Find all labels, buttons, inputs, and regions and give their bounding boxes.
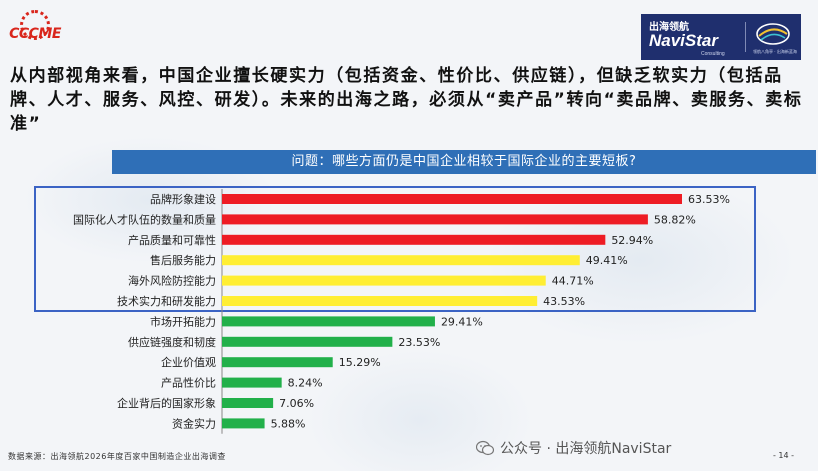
navistar-emblem-icon — [756, 23, 790, 45]
value-label: 7.06% — [279, 397, 314, 410]
category-label: 产品质量和可靠性 — [128, 233, 216, 247]
page-headline: 从内部视角来看，中国企业擅长硬实力（包括资金、性价比、供应链），但缺乏软实力（包… — [10, 66, 803, 134]
value-label: 15.29% — [339, 356, 381, 369]
value-label: 43.53% — [543, 295, 585, 308]
value-label: 8.24% — [288, 377, 323, 390]
logo-sub-en: Consulting — [701, 51, 725, 57]
navistar-logo: 出海领航 NaviStar Consulting 领航八角亭 · 出海新蓝海 — [641, 14, 801, 60]
category-label: 市场开拓能力 — [150, 314, 216, 328]
bar — [222, 275, 546, 286]
wechat-watermark: 公众号 · 出海领航NaviStar — [476, 438, 671, 460]
logo-name-en: NaviStar — [649, 31, 718, 50]
page-number: - 14 - — [773, 451, 795, 460]
value-label: 63.53% — [688, 193, 730, 206]
highlight-box — [34, 186, 756, 312]
value-label: 49.41% — [586, 254, 628, 267]
bar — [222, 214, 648, 225]
category-label: 企业背后的国家形象 — [117, 396, 216, 410]
category-label: 资金实力 — [172, 416, 216, 430]
value-label: 52.94% — [611, 234, 653, 247]
logo-name-cn: 出海领航 — [649, 22, 689, 33]
bar — [222, 234, 606, 245]
category-label: 国际化人才队伍的数量和质量 — [73, 212, 216, 226]
logo-divider — [745, 22, 746, 52]
category-label: 售后服务能力 — [150, 253, 216, 267]
logo-slogan: 领航八角亭 · 出海新蓝海 — [753, 49, 797, 54]
bar — [222, 357, 333, 368]
logo-ring-icon — [20, 10, 50, 40]
value-label: 5.88% — [271, 417, 306, 430]
bar — [222, 398, 274, 408]
wechat-icon — [476, 440, 494, 456]
question-banner: 问题：哪些方面仍是中国企业相较于国际企业的主要短板? — [112, 150, 816, 174]
category-label: 供应链强度和韧度 — [128, 335, 216, 349]
wechat-text: 公众号 · 出海领航NaviStar — [500, 441, 672, 457]
category-label: 海外风险防控能力 — [128, 274, 216, 288]
category-label: 品牌形象建设 — [150, 192, 216, 206]
bar — [222, 336, 393, 347]
value-label: 23.53% — [398, 336, 440, 349]
data-source: 数据来源：出海领航2026年度百家中国制造企业出海调查 — [8, 452, 226, 461]
category-label: 技术实力和研发能力 — [117, 294, 216, 308]
category-label: 企业价值观 — [161, 355, 216, 369]
value-label: 29.41% — [441, 315, 483, 328]
category-label: 产品性价比 — [161, 376, 216, 390]
bar — [222, 377, 282, 388]
value-label: 58.82% — [654, 213, 696, 226]
logo-text: CCCME — [9, 26, 61, 42]
cccme-logo: CCCME — [4, 10, 66, 50]
bar — [222, 255, 580, 266]
value-label: 44.71% — [552, 275, 594, 288]
bar — [222, 418, 265, 429]
bar — [222, 296, 538, 306]
bar — [222, 194, 682, 204]
bar — [222, 316, 435, 327]
